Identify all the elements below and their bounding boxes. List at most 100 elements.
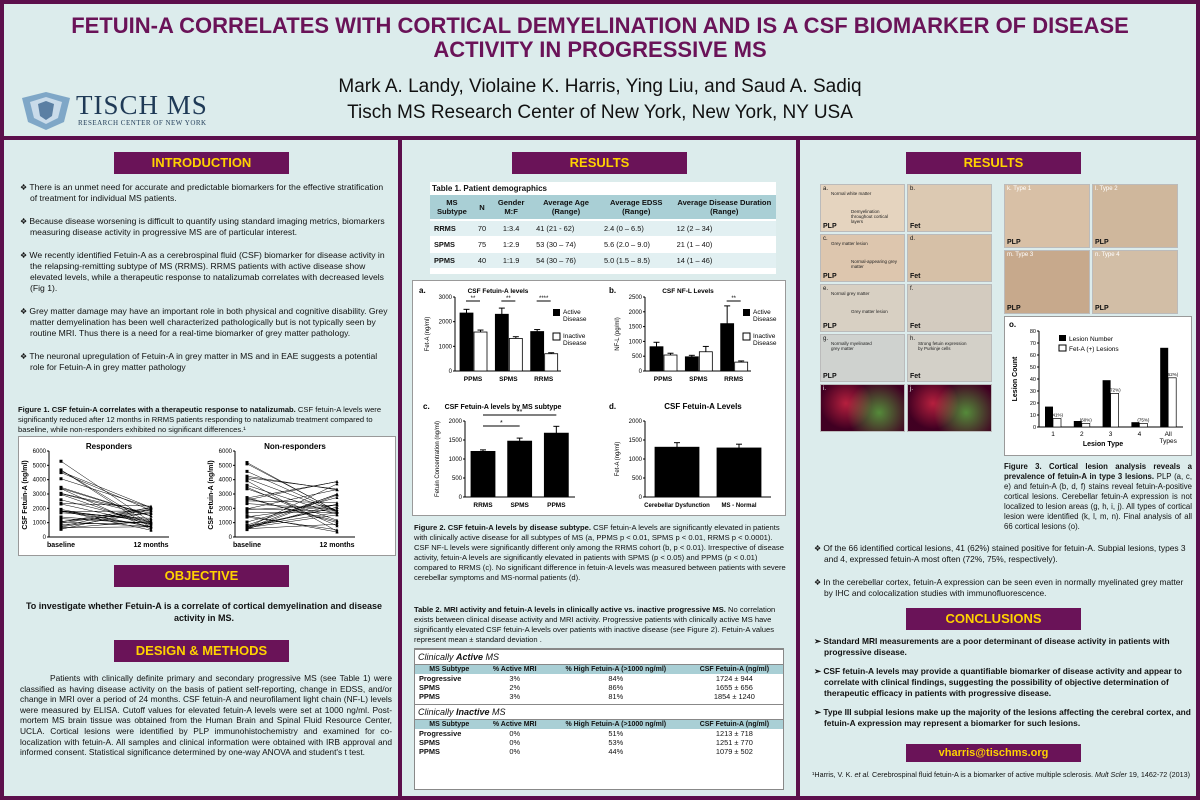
fig1-point [245,483,249,487]
legend-label-inactive: Inactive [563,333,586,340]
table-cell: SPMS [419,738,440,747]
logo-shield-icon [22,92,70,130]
logo-subtext: RESEARCH CENTER OF NEW YORK [78,119,207,127]
fig1-point [59,527,63,531]
legend-label-active: Disease [563,316,587,323]
table2-inactive-grid: MS Subtype% Active MRI% High Fetuin-A (>… [415,720,783,756]
fig1-patient-line [246,503,338,529]
bar [1110,393,1119,428]
y-tick-label: 4000 [33,478,47,484]
fig1-patient-line [60,472,152,511]
y-tick-label: 500 [632,476,643,482]
y-tick-label: 10 [1030,413,1036,419]
y-tick-label: 30 [1030,389,1036,395]
fig1-patient-line [60,503,152,507]
table-row: SPMS 0% 53% 1251 ± 770 [415,738,783,747]
table-row: Progressive 0% 51% 1213 ± 718 [415,729,783,738]
x-tick-label: MS - Normal [721,503,756,509]
ref-part: Cerebrospinal fluid fetuin-A is a biomar… [870,770,1095,779]
fig1-panel-title: Non-responders [264,442,326,451]
fig1-point [245,498,249,502]
table1-header: Gender M:F [490,195,533,221]
results-bullet: Of the 66 identified cortical lesions, 4… [814,543,1192,565]
intro-bullet: There is an unmet need for accurate and … [20,182,392,204]
contact-email-link[interactable]: vharris@tischms.org [906,744,1081,762]
fig1-point [59,468,63,472]
histology-panel: f. Fet [907,284,992,332]
table2-header: % Active MRI [483,665,546,674]
x-tick-label: Types [1160,438,1178,445]
fig1-patient-line [60,510,152,522]
table2-inactive-label: Clinically Inactive MS [415,704,783,720]
fig1-point [335,529,339,533]
bar [470,450,496,498]
fig1-patient-line [246,504,338,510]
bar [1167,377,1177,428]
fig1-point [245,515,249,519]
lesion-type-panel: m. Type 3 PLP [1004,250,1090,314]
table-cell: 75 [473,236,491,253]
significance-marker: ** [506,296,511,302]
fig1-point [59,526,63,530]
table1-header: Average EDSS (Range) [599,195,673,221]
bar [508,338,523,372]
bar [1102,380,1111,427]
fig1-point [335,524,339,528]
fig1-caption-title: Figure 1. CSF fetuin-A correlates with a… [18,405,296,414]
y-tick-label: 1000 [629,457,643,463]
y-tick-label: 0 [1033,425,1036,431]
title-line-1: FETUIN-A CORRELATES WITH CORTICAL DEMYEL… [71,13,1129,38]
fig1-point [59,498,63,502]
bar [734,361,749,372]
fig1-point [245,526,249,530]
bar [663,354,678,372]
table-cell: 1079 ± 502 [715,747,753,756]
y-tick-label: 2000 [33,506,47,512]
data-label: (60%) [1080,417,1093,422]
panel-title: CSF Fetuin-A levels by MS subtype [445,404,562,411]
fig1-patient-line [246,477,338,490]
x-tick-label: All [1165,431,1173,438]
title-line-2: ACTIVITY IN PROGRESSIVE MS [433,37,767,62]
intro-bullet: We recently identified Fetuin-A as a cer… [20,250,392,294]
y-axis-label: Fet-A (ng/ml) [425,317,431,352]
table-cell: 2.4 (0 – 6.5) [599,220,673,237]
active-label-suffix: MS [483,652,500,662]
fig1-point [59,522,63,526]
logo-text: TISCH MS [76,90,208,120]
legend-swatch [1059,335,1066,341]
histology-panel: b. Fet [907,184,992,232]
fig1-point [59,477,63,481]
table-cell: 5.0 (1.5 – 8.5) [599,252,673,269]
fig1-point [245,507,249,511]
y-tick-label: 0 [639,495,643,501]
panel-label: f. [910,286,914,292]
fig1-point [335,480,339,484]
y-tick-label: 70 [1030,341,1036,347]
table2-header: MS Subtype [415,665,484,674]
x-tick-label: 1 [1051,431,1055,438]
histology-annotation: Grey matter lesion [831,241,868,246]
y-tick-label: 40 [1030,377,1036,383]
stain-label: PLP [823,223,837,230]
fig1-patient-line [246,480,338,532]
objective-heading: OBJECTIVE [114,565,289,587]
legend-label-active: Disease [753,316,777,323]
table-cell: 1724 ± 944 [715,674,753,683]
y-axis-label: CSF Fetuin-A (ng/ml) [208,460,215,529]
bar [649,346,664,372]
table-cell: PPMS [430,252,474,269]
y-tick-label: 1500 [629,438,643,444]
fig1-point [149,514,153,518]
y-tick-label: 0 [449,369,453,375]
fig1-patient-line [246,476,338,491]
fig1-point [335,507,339,511]
table-cell: 0% [509,729,521,738]
middle-panel: RESULTS Table 1. Patient demographics MS… [402,140,796,796]
panel-label: g. [823,336,829,342]
y-tick-label: 0 [43,535,47,541]
introduction-bullets: There is an unmet need for accurate and … [20,182,392,385]
legend-swatch [1058,344,1067,352]
table-cell: 3% [509,674,521,683]
bar [1045,406,1053,427]
